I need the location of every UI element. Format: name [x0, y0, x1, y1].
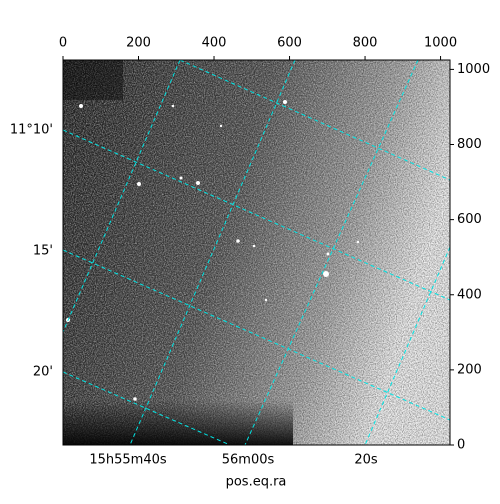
x-axis-label: pos.eq.ra: [226, 475, 287, 490]
x-tick-label: 600: [277, 36, 302, 51]
x-tick-label: 200: [126, 36, 151, 51]
y-tick-label: 800: [457, 137, 482, 152]
y-tick-label: 600: [457, 212, 482, 227]
dec-label: 15': [33, 244, 53, 259]
y-tick-label: 400: [457, 287, 482, 302]
stars: [66, 100, 360, 401]
y-tick-label: 1000: [457, 62, 490, 77]
ra-label: 20s: [354, 453, 378, 468]
ra-label: 15h55m40s: [89, 453, 167, 468]
x-tick-label: 1000: [424, 36, 457, 51]
image: [63, 60, 450, 445]
frame: [62, 59, 451, 446]
y-tick-label: 0: [457, 438, 465, 453]
x-tick-label: 400: [202, 36, 227, 51]
ra-label: 56m00s: [222, 453, 275, 468]
dec-label: 11°10': [10, 123, 53, 138]
wcs-grid: [63, 60, 450, 445]
dec-label: 20': [33, 365, 53, 380]
x-tick-label: 0: [59, 36, 67, 51]
x-tick-label: 800: [353, 36, 378, 51]
y-tick-label: 200: [457, 362, 482, 377]
